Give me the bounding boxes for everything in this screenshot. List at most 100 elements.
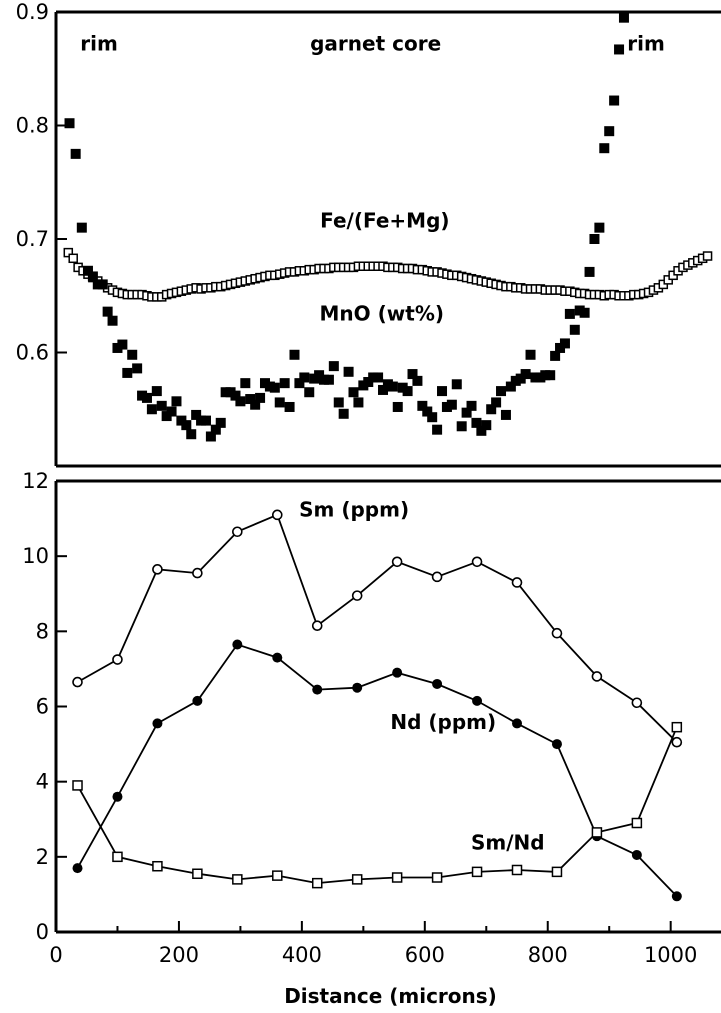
data-point	[192, 868, 203, 879]
series-1-0	[72, 509, 683, 748]
data-point	[471, 866, 483, 878]
data-point	[422, 406, 433, 417]
data-point	[245, 394, 256, 405]
data-point	[63, 247, 74, 258]
data-point	[471, 556, 483, 568]
data-point	[272, 870, 283, 881]
data-point	[481, 420, 492, 431]
data-point	[551, 739, 562, 750]
data-point	[631, 697, 643, 709]
data-point	[550, 350, 561, 361]
data-point	[200, 415, 211, 426]
data-point	[338, 408, 349, 419]
data-point	[240, 378, 251, 389]
data-point	[127, 349, 138, 360]
data-point	[312, 684, 323, 695]
data-point	[192, 695, 203, 706]
series-line	[76, 726, 678, 885]
data-point	[471, 417, 482, 428]
x-tick-label: 400	[282, 943, 322, 967]
data-point	[564, 308, 575, 319]
annotation-label: rim	[80, 32, 118, 56]
data-point	[351, 590, 363, 601]
data-point	[671, 891, 682, 902]
data-point	[551, 866, 563, 878]
y-tick-label: 0.9	[16, 0, 49, 24]
data-point	[141, 392, 152, 403]
data-point	[491, 397, 502, 408]
data-point	[451, 379, 462, 390]
data-point	[609, 95, 620, 106]
data-point	[112, 654, 123, 665]
data-point	[631, 817, 643, 829]
data-point	[151, 386, 162, 397]
data-point	[294, 378, 305, 389]
data-point	[117, 339, 128, 350]
data-point	[191, 409, 202, 420]
data-point	[456, 421, 467, 432]
data-point	[505, 381, 516, 392]
data-point	[152, 860, 163, 872]
data-point	[631, 849, 642, 860]
data-point	[511, 577, 523, 588]
data-point	[412, 375, 423, 386]
data-point	[299, 372, 310, 383]
annotation-label: garnet core	[310, 32, 441, 56]
x-tick-label: 600	[405, 943, 445, 967]
data-point	[255, 392, 266, 403]
data-point	[378, 384, 389, 395]
data-point	[525, 349, 536, 360]
data-point	[432, 424, 443, 435]
data-point	[559, 338, 570, 349]
data-point	[232, 639, 243, 650]
data-point	[387, 381, 398, 392]
data-point	[102, 306, 113, 317]
data-point	[343, 366, 354, 377]
data-point	[671, 736, 683, 748]
series-0-0	[63, 247, 713, 302]
data-point	[589, 234, 600, 244]
data-point	[614, 44, 625, 55]
data-point	[171, 396, 182, 407]
data-point	[122, 367, 133, 378]
data-point	[352, 682, 363, 693]
data-point	[392, 667, 403, 678]
data-point	[311, 620, 323, 631]
data-point	[230, 390, 241, 401]
data-point	[271, 509, 283, 521]
y-tick-label: 0.7	[16, 227, 49, 251]
y-tick-label: 12	[22, 469, 49, 493]
data-point	[333, 397, 344, 408]
data-point	[323, 374, 334, 385]
y-tick-label: 0.6	[16, 341, 49, 365]
data-point	[594, 222, 605, 233]
data-point	[210, 424, 221, 435]
top-panel: 0.9 0.8 0.7 0.6 rim garnet core rim Fe/(Fe+Mg) M…	[16, 0, 721, 468]
y-tick-label: 4	[36, 770, 49, 794]
data-point	[70, 148, 81, 159]
data-point	[107, 315, 118, 326]
x-tick-label: 200	[159, 943, 199, 967]
data-point	[279, 378, 290, 389]
data-point	[232, 874, 243, 885]
data-point	[476, 425, 487, 436]
y-tick-label: 8	[36, 619, 49, 643]
data-point	[402, 386, 413, 397]
data-point	[235, 396, 246, 407]
data-point	[496, 386, 507, 397]
data-point	[599, 143, 610, 154]
y-tick-label: 2	[36, 845, 49, 869]
data-point	[348, 387, 359, 398]
data-point	[311, 877, 323, 889]
data-point	[437, 386, 448, 397]
annotation-label: Sm (ppm)	[299, 498, 409, 522]
series-line	[77, 513, 678, 743]
data-point	[232, 526, 243, 538]
data-point	[289, 349, 300, 360]
data-point	[511, 864, 523, 876]
data-point	[584, 266, 595, 277]
data-point	[112, 791, 123, 802]
data-point	[373, 372, 384, 383]
data-point	[618, 12, 629, 23]
